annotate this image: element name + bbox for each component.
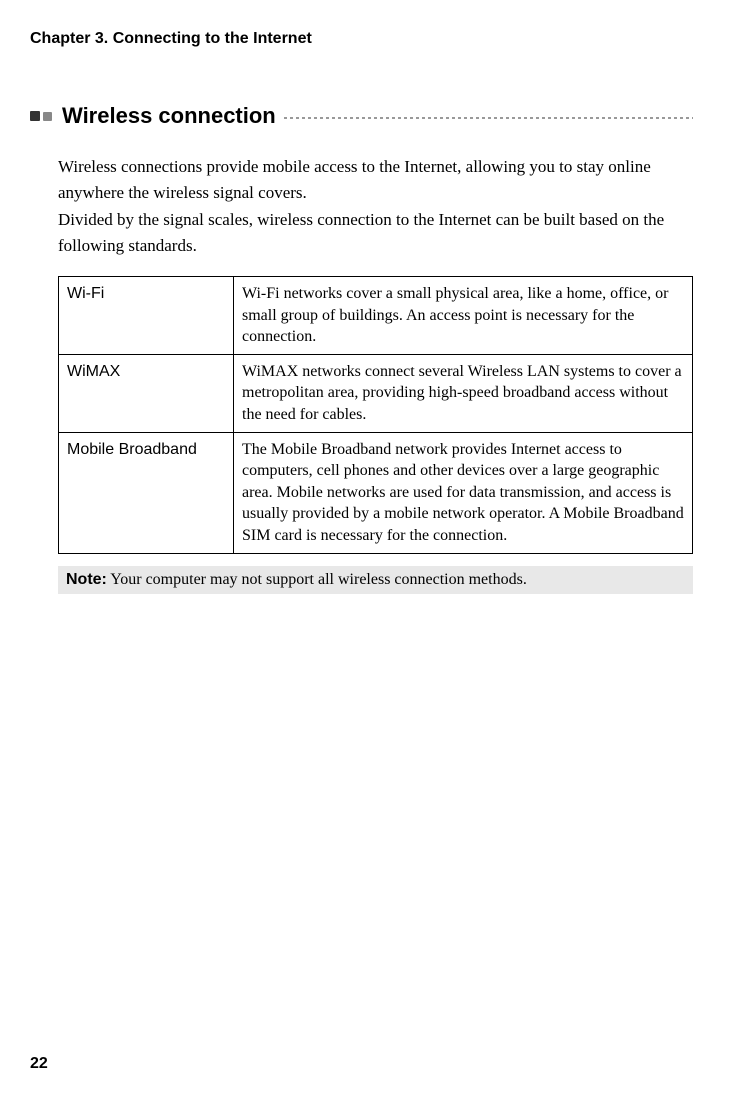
bullet-icons	[30, 111, 52, 121]
section-header: Wireless connection	[30, 103, 693, 129]
bullet-icon-dark	[30, 111, 40, 121]
page-number: 22	[30, 1055, 48, 1073]
note-text: Your computer may not support all wirele…	[107, 571, 527, 588]
intro-text: Wireless connections provide mobile acce…	[30, 154, 693, 258]
table-label-cell: Mobile Broadband	[59, 432, 234, 553]
table-row: Mobile BroadbandThe Mobile Broadband net…	[59, 432, 693, 553]
bullet-icon-light	[43, 112, 52, 121]
table-label-cell: Wi-Fi	[59, 277, 234, 355]
table-label-cell: WiMAX	[59, 354, 234, 432]
table-desc-cell: Wi-Fi networks cover a small physical ar…	[234, 277, 693, 355]
chapter-header: Chapter 3. Connecting to the Internet	[30, 30, 693, 48]
note-box: Note: Your computer may not support all …	[58, 566, 693, 594]
section-title: Wireless connection	[62, 103, 276, 129]
intro-paragraph-2: Divided by the signal scales, wireless c…	[58, 207, 693, 258]
dash-line-icon	[284, 117, 693, 119]
table-desc-cell: The Mobile Broadband network provides In…	[234, 432, 693, 553]
table-row: Wi-FiWi-Fi networks cover a small physic…	[59, 277, 693, 355]
intro-paragraph-1: Wireless connections provide mobile acce…	[58, 154, 693, 205]
standards-table: Wi-FiWi-Fi networks cover a small physic…	[58, 276, 693, 554]
table-row: WiMAXWiMAX networks connect several Wire…	[59, 354, 693, 432]
table-desc-cell: WiMAX networks connect several Wireless …	[234, 354, 693, 432]
note-label: Note:	[66, 571, 107, 588]
